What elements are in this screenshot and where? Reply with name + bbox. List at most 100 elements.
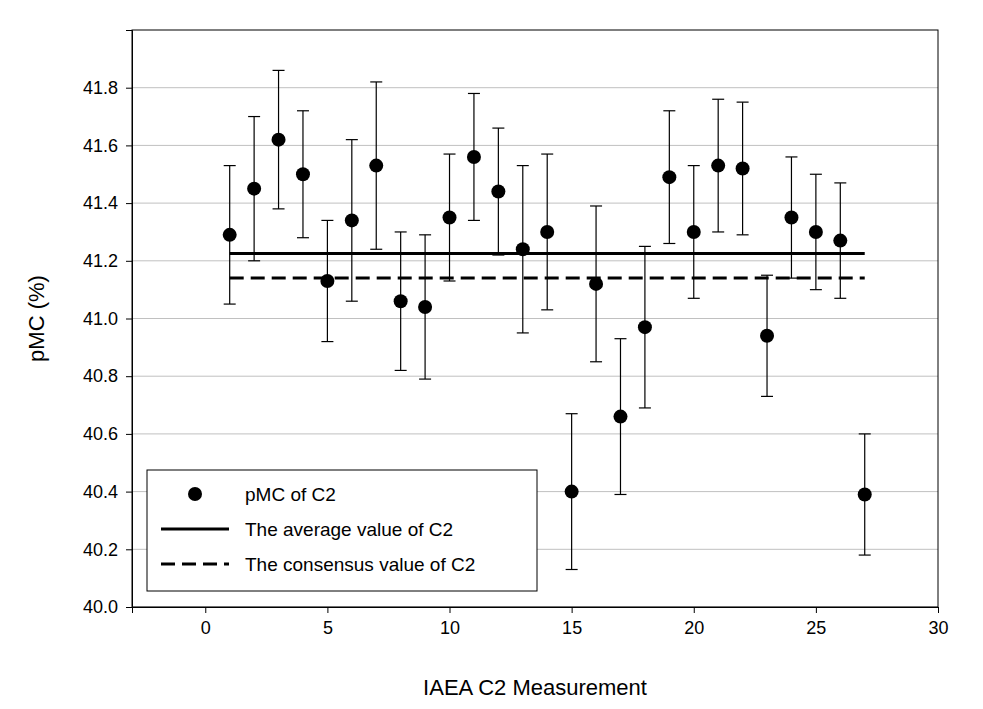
error-bar — [761, 275, 773, 396]
x-tick-mark — [938, 607, 939, 613]
error-bar-cap — [468, 93, 480, 94]
error-bar-cap — [248, 260, 260, 261]
y-tick-label: 41.8 — [83, 78, 118, 98]
error-bar — [566, 414, 578, 570]
point — [296, 167, 310, 181]
y-tick: 41.2 — [83, 251, 132, 271]
plot-frame — [132, 30, 938, 607]
error-bar-cap — [224, 303, 236, 304]
error-bar-cap — [346, 139, 358, 140]
error-bar — [712, 99, 724, 232]
error-bar-cap — [859, 433, 871, 434]
error-bar-cap — [224, 165, 236, 166]
y-tick-label: 40.4 — [83, 482, 118, 502]
error-bar-cap — [273, 70, 285, 71]
y-tick: 40.2 — [83, 540, 132, 560]
error-bar — [248, 117, 260, 261]
point — [736, 161, 750, 175]
x-tick: 5 — [323, 607, 333, 638]
error-bar — [663, 111, 675, 244]
error-bar-cap — [444, 280, 456, 281]
point — [491, 185, 505, 199]
error-bar-cap — [810, 174, 822, 175]
y-tick-mark — [126, 203, 132, 204]
x-tick: 30 — [928, 607, 948, 638]
error-bar-cap — [541, 153, 553, 154]
reference-line — [230, 277, 865, 280]
error-bar — [810, 174, 822, 289]
error-bar-cap — [297, 110, 309, 111]
grid-line — [132, 87, 938, 88]
grid — [132, 88, 938, 607]
error-bar-cap — [346, 301, 358, 302]
error-bar-cap — [614, 494, 626, 495]
point — [565, 485, 579, 499]
error-bar-cap — [810, 289, 822, 290]
error-bar-cap — [321, 220, 333, 221]
grid-line — [132, 145, 938, 146]
y-tick-mark — [126, 376, 132, 377]
grid-line — [132, 376, 938, 377]
x-tick-label: 20 — [684, 618, 704, 638]
point — [662, 170, 676, 184]
y-tick-mark — [126, 607, 132, 608]
point — [247, 182, 261, 196]
y-tick-label: 40.8 — [83, 366, 118, 386]
x-tick: 15 — [562, 607, 582, 638]
error-bar-cap — [370, 249, 382, 250]
point — [345, 213, 359, 227]
legend-label: The consensus value of C2 — [245, 554, 475, 575]
x-tick-mark — [816, 607, 817, 613]
error-bar-cap — [761, 396, 773, 397]
x-tick-label: 30 — [928, 618, 948, 638]
error-bar-cap — [273, 208, 285, 209]
x-tick-mark — [205, 607, 206, 613]
x-tick-label: 0 — [201, 618, 211, 638]
error-bar — [834, 183, 846, 298]
y-tick-label: 41.4 — [83, 193, 118, 213]
error-bar-cap — [566, 413, 578, 414]
point — [540, 225, 554, 239]
error-bar — [614, 339, 626, 495]
y-tick: 40.4 — [83, 482, 132, 502]
y-tick: 40.0 — [83, 597, 132, 617]
point — [443, 211, 457, 225]
point — [809, 225, 823, 239]
error-bar-cap — [566, 569, 578, 570]
error-bar-cap — [639, 407, 651, 408]
error-bar-cap — [737, 234, 749, 235]
error-bar-cap — [761, 275, 773, 276]
legend-symbol — [161, 563, 229, 566]
error-bar-cap — [737, 102, 749, 103]
error-bar-cap — [517, 332, 529, 333]
y-tick-mark — [126, 261, 132, 262]
x-tick: 20 — [684, 607, 704, 638]
error-bar — [785, 157, 797, 278]
error-bar-cap — [590, 361, 602, 362]
point — [638, 320, 652, 334]
error-bar-cap — [297, 237, 309, 238]
point — [272, 133, 286, 147]
error-bar-cap — [834, 182, 846, 183]
point — [369, 159, 383, 173]
error-bar-cap — [248, 116, 260, 117]
error-bar — [639, 246, 651, 408]
x-tick-label: 15 — [562, 618, 582, 638]
error-bar-cap — [419, 378, 431, 379]
error-bar — [321, 220, 333, 341]
point — [858, 487, 872, 501]
x-tick: 10 — [440, 607, 460, 638]
error-bar — [468, 93, 480, 220]
point — [418, 300, 432, 314]
error-bar-cap — [492, 127, 504, 128]
plot-area — [223, 70, 872, 569]
error-bar — [419, 235, 431, 379]
error-bar-cap — [614, 338, 626, 339]
error-bar-cap — [639, 246, 651, 247]
error-bar — [517, 166, 529, 333]
y-tick: 41.4 — [83, 193, 132, 213]
error-bar — [492, 128, 504, 255]
grid-line — [132, 260, 938, 261]
y-tick-label: 40.2 — [83, 540, 118, 560]
y-tick: 41.0 — [83, 309, 132, 329]
